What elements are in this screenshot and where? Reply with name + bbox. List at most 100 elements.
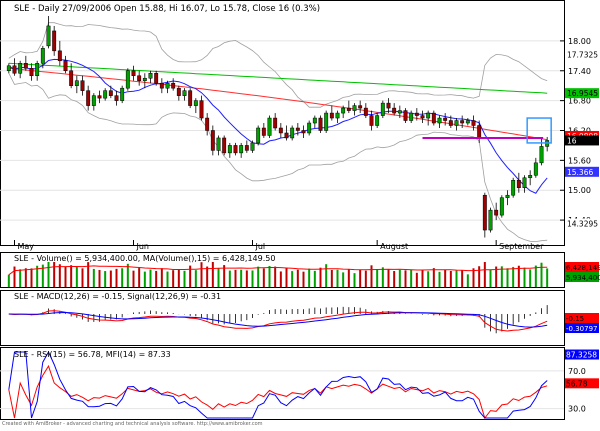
volume-bar — [8, 275, 10, 287]
volume-bar — [93, 269, 95, 287]
volume-bar — [110, 271, 112, 287]
volume-bar — [53, 262, 55, 287]
volume-bar — [127, 264, 129, 287]
candle-body — [506, 195, 509, 197]
volume-bar — [376, 270, 378, 287]
candle-body — [319, 118, 322, 130]
candle-body — [477, 126, 480, 138]
footer-credit: Created with AmiBroker - advanced charti… — [2, 421, 263, 427]
volume-bar — [161, 268, 163, 287]
candle-body — [489, 210, 492, 230]
candle-body — [472, 121, 475, 126]
volume-bar — [104, 271, 106, 287]
volume-bar — [456, 271, 458, 287]
macd-value-label: -0.15 — [566, 315, 584, 323]
candle-body — [494, 210, 497, 215]
candle-body — [183, 91, 186, 96]
volume-bar — [467, 274, 469, 287]
candle-body — [460, 121, 463, 123]
price-value-label: 17.7325 — [567, 50, 598, 59]
volume-bar — [195, 270, 197, 287]
volume-bar — [246, 270, 248, 287]
volume-bar — [297, 270, 299, 287]
candle-body — [154, 73, 157, 83]
candle-body — [137, 76, 140, 81]
candle-body — [534, 163, 537, 175]
volume-bar — [450, 271, 452, 287]
volume-bar — [116, 269, 118, 287]
candle-body — [330, 113, 333, 118]
candle-body — [273, 118, 276, 128]
volume-bar — [144, 272, 146, 287]
candle-body — [188, 91, 191, 106]
candle-body — [449, 121, 452, 126]
x-axis-label: September — [499, 242, 544, 251]
candle-body — [205, 118, 208, 130]
volume-bar — [65, 267, 67, 287]
candle-body — [143, 78, 146, 80]
candle-body — [245, 145, 248, 150]
candle-body — [103, 91, 106, 98]
candle-body — [211, 130, 214, 150]
candle-body — [426, 113, 429, 118]
candle-body — [466, 121, 469, 123]
volume-bar — [410, 270, 412, 287]
candle-body — [64, 61, 67, 71]
volume-bar — [291, 271, 293, 287]
volume-bar — [529, 269, 531, 287]
candle-body — [353, 106, 356, 111]
candle-body — [58, 51, 61, 61]
volume-bar — [439, 272, 441, 287]
candle-body — [234, 145, 237, 152]
candle-body — [347, 108, 350, 110]
volume-bar — [365, 271, 367, 287]
volume-bar — [252, 270, 254, 287]
candle-body — [24, 63, 27, 68]
volume-bar — [212, 262, 214, 287]
volume-bar — [257, 267, 259, 287]
candle-body — [341, 108, 344, 113]
volume-bar — [286, 268, 288, 287]
candle-body — [455, 121, 458, 126]
candle-body — [324, 113, 327, 130]
volume-bar — [388, 269, 390, 287]
volume-bar — [172, 270, 174, 287]
rsi-title: SLE - RSI(15) = 56.78, MFI(14) = 87.33 — [14, 350, 171, 359]
volume-bar — [473, 268, 475, 287]
volume-bar — [348, 270, 350, 287]
macd-value-label: -0.30797 — [566, 325, 597, 333]
volume-bar — [422, 270, 424, 287]
candle-body — [375, 116, 378, 126]
volume-bar — [76, 267, 78, 287]
candle-body — [92, 96, 95, 106]
candle-body — [251, 143, 254, 150]
volume-bar — [70, 265, 72, 287]
volume-bar — [399, 270, 401, 287]
price-title: SLE - Daily 27/09/2006 Open 15.88, Hi 16… — [14, 4, 320, 14]
candle-body — [387, 103, 390, 108]
candle-body — [239, 145, 242, 152]
candle-body — [409, 113, 412, 120]
candle-body — [279, 128, 282, 133]
volume-bar — [229, 271, 231, 287]
volume-bar — [342, 272, 344, 287]
candle-body — [69, 71, 72, 86]
candle-body — [483, 195, 486, 230]
macd-panel: -0.15-0.30797 SLE - MACD(12,26) = -0.15,… — [1, 291, 600, 346]
volume-bar — [416, 273, 418, 287]
volume-bar — [25, 268, 27, 287]
volume-bar — [331, 270, 333, 287]
volume-bar — [31, 268, 33, 287]
volume-bar — [484, 262, 486, 287]
volume-bar — [269, 266, 271, 287]
volume-bar — [314, 271, 316, 287]
volume-value-label: 5,934,400 — [566, 274, 600, 282]
candle-body — [307, 123, 310, 133]
volume-bar — [121, 268, 123, 287]
candle-body — [41, 48, 44, 63]
candle-body — [404, 111, 407, 121]
candle-body — [381, 103, 384, 115]
volume-bar — [206, 267, 208, 287]
candle-body — [13, 66, 16, 73]
